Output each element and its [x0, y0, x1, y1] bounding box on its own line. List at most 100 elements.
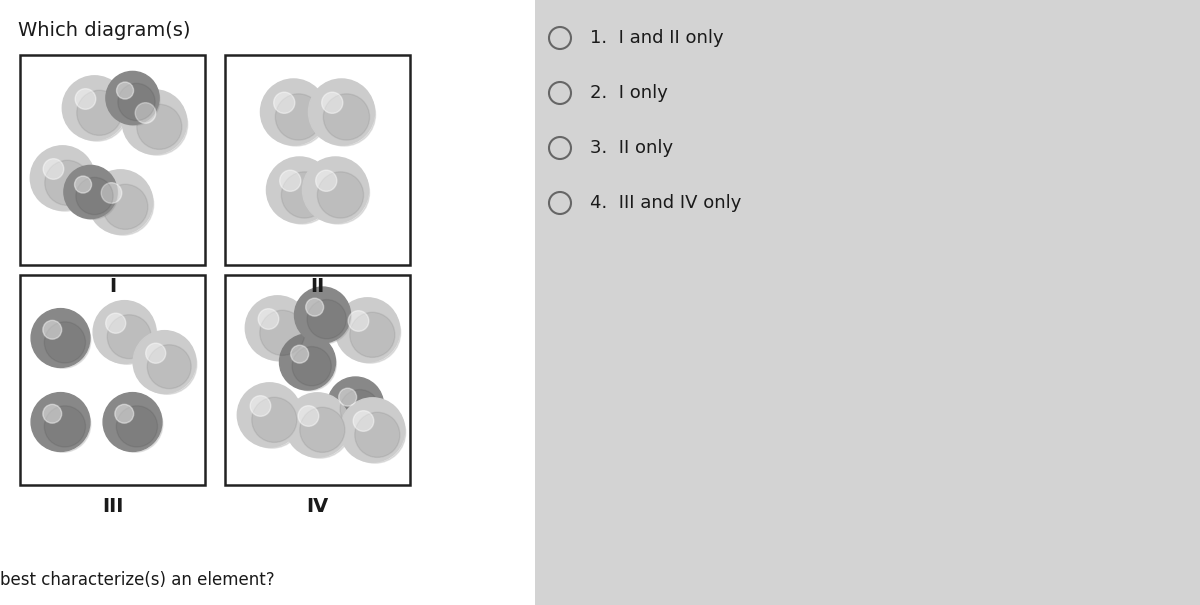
- Circle shape: [298, 406, 319, 427]
- Bar: [226, 275, 410, 485]
- Circle shape: [260, 79, 326, 145]
- Circle shape: [265, 83, 328, 146]
- Circle shape: [145, 343, 166, 363]
- Circle shape: [109, 75, 160, 125]
- Circle shape: [103, 185, 148, 229]
- Circle shape: [137, 104, 182, 149]
- Circle shape: [307, 162, 370, 224]
- Text: best characterize(s) an element?: best characterize(s) an element?: [0, 571, 275, 589]
- Circle shape: [106, 71, 160, 125]
- Circle shape: [338, 388, 356, 406]
- Bar: [226, 55, 410, 265]
- Circle shape: [62, 76, 127, 140]
- Circle shape: [103, 393, 162, 451]
- Circle shape: [258, 309, 278, 329]
- Circle shape: [259, 310, 305, 355]
- Circle shape: [294, 287, 350, 343]
- Text: II: II: [311, 278, 325, 296]
- Circle shape: [107, 315, 151, 359]
- Text: III: III: [102, 497, 124, 517]
- Circle shape: [137, 335, 197, 394]
- Circle shape: [313, 83, 376, 146]
- Circle shape: [43, 321, 61, 339]
- Circle shape: [238, 383, 301, 447]
- Bar: [535, 0, 1200, 605]
- Circle shape: [118, 83, 155, 120]
- Text: 1.  I and II only: 1. I and II only: [590, 29, 724, 47]
- Circle shape: [306, 298, 324, 316]
- Circle shape: [308, 79, 374, 145]
- Circle shape: [44, 160, 90, 205]
- Circle shape: [323, 94, 370, 140]
- Circle shape: [148, 345, 191, 388]
- Circle shape: [76, 89, 96, 110]
- Circle shape: [250, 300, 311, 361]
- Bar: [20, 55, 205, 265]
- Circle shape: [307, 299, 347, 339]
- Circle shape: [101, 183, 121, 203]
- Circle shape: [349, 312, 395, 358]
- Circle shape: [106, 313, 126, 333]
- Circle shape: [280, 170, 301, 191]
- Circle shape: [31, 393, 90, 451]
- Circle shape: [266, 157, 332, 223]
- Circle shape: [97, 305, 157, 364]
- Circle shape: [340, 390, 379, 429]
- Circle shape: [322, 92, 343, 113]
- Circle shape: [355, 412, 400, 457]
- Circle shape: [341, 398, 404, 462]
- Text: Which diagram(s): Which diagram(s): [18, 21, 191, 39]
- Circle shape: [290, 345, 308, 363]
- Text: I: I: [109, 278, 116, 296]
- Circle shape: [35, 312, 91, 368]
- Circle shape: [328, 377, 384, 433]
- Circle shape: [317, 172, 364, 218]
- Circle shape: [43, 404, 61, 423]
- Circle shape: [126, 94, 187, 155]
- Circle shape: [92, 174, 154, 235]
- Circle shape: [298, 290, 352, 344]
- Circle shape: [44, 406, 85, 447]
- Circle shape: [64, 165, 118, 218]
- Circle shape: [116, 82, 133, 99]
- Circle shape: [275, 94, 322, 140]
- Circle shape: [245, 296, 310, 360]
- Circle shape: [122, 90, 187, 154]
- Circle shape: [250, 396, 271, 416]
- Circle shape: [348, 311, 368, 332]
- Circle shape: [44, 322, 85, 363]
- Circle shape: [302, 157, 368, 223]
- Circle shape: [43, 159, 64, 179]
- Circle shape: [300, 407, 344, 453]
- Circle shape: [133, 331, 196, 393]
- Circle shape: [292, 347, 331, 386]
- Circle shape: [116, 406, 157, 447]
- Circle shape: [271, 162, 334, 224]
- Circle shape: [281, 172, 328, 218]
- Circle shape: [283, 338, 336, 391]
- Circle shape: [286, 393, 349, 457]
- Circle shape: [67, 169, 118, 220]
- Circle shape: [340, 302, 401, 363]
- Circle shape: [89, 170, 152, 234]
- Circle shape: [241, 387, 302, 448]
- Circle shape: [353, 411, 373, 431]
- Bar: [0, 0, 535, 605]
- Text: 2.  I only: 2. I only: [590, 84, 668, 102]
- Circle shape: [74, 176, 91, 193]
- Circle shape: [66, 80, 127, 141]
- Circle shape: [289, 397, 350, 458]
- Circle shape: [344, 402, 406, 463]
- Bar: [20, 275, 205, 485]
- Circle shape: [76, 177, 113, 215]
- Circle shape: [35, 150, 96, 211]
- Circle shape: [107, 396, 163, 453]
- Circle shape: [136, 103, 156, 123]
- Circle shape: [274, 92, 295, 113]
- Circle shape: [115, 404, 133, 423]
- Circle shape: [316, 170, 337, 191]
- Circle shape: [252, 397, 296, 442]
- Circle shape: [77, 90, 122, 136]
- Circle shape: [94, 301, 156, 364]
- Circle shape: [31, 309, 90, 367]
